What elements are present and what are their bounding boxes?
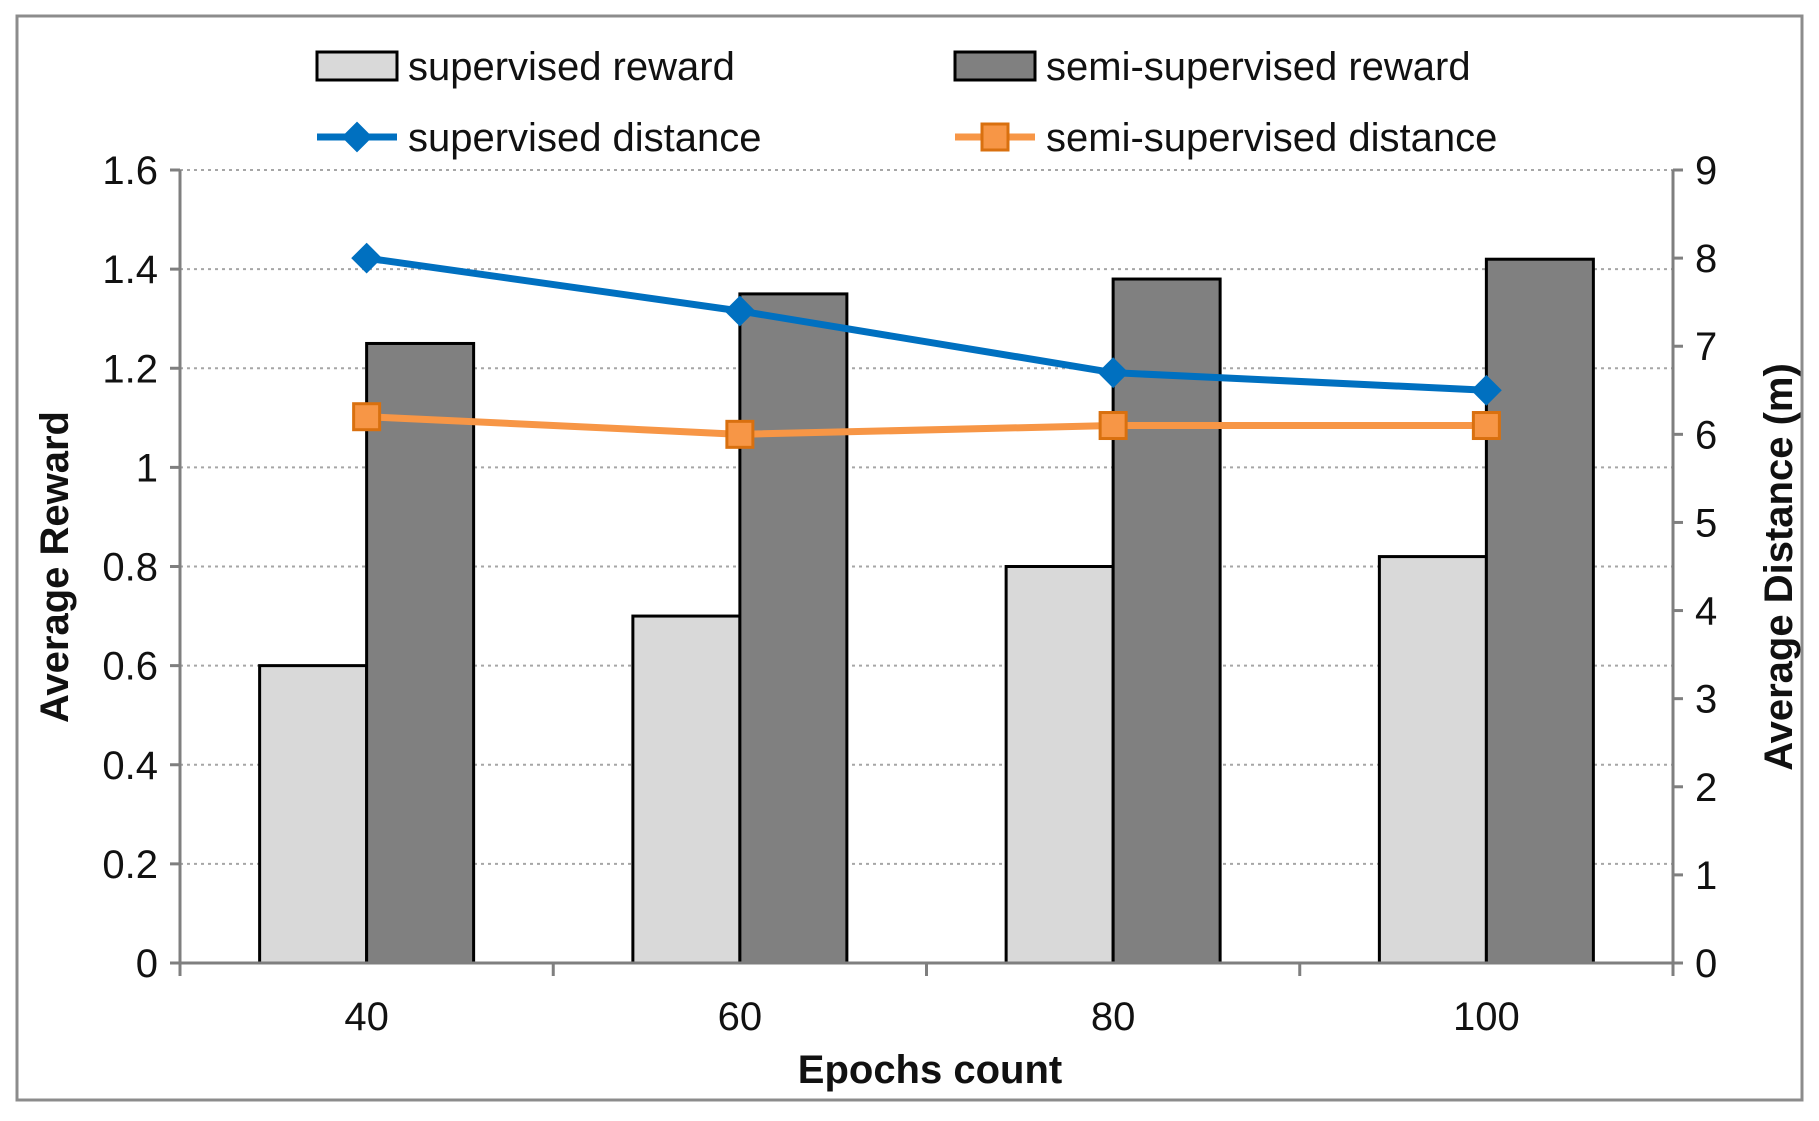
y-tick-label: 0.6 (102, 645, 158, 689)
y-tick-label: 0.2 (102, 843, 158, 887)
y2-tick-label: 8 (1695, 237, 1717, 281)
square-marker (725, 419, 755, 449)
bar (365, 341, 476, 965)
legend-square-marker (980, 122, 1010, 152)
series-line (366, 413, 1487, 438)
x-tick-label: 60 (718, 995, 763, 1039)
legend-swatch (953, 50, 1037, 82)
y2-tick-label: 3 (1695, 678, 1717, 722)
x-tick-label: 100 (1453, 995, 1520, 1039)
legend: supervised reward semi-supervised reward s… (315, 45, 1497, 160)
x-tick-label: 80 (1091, 995, 1136, 1039)
diamond-marker (351, 242, 383, 274)
bar (1004, 565, 1115, 965)
series-line (366, 254, 1487, 394)
y2-tick-label: 6 (1695, 413, 1717, 457)
y2-axis-title: Average Distance (m) (1757, 363, 1801, 771)
y-tick-label: 1.4 (102, 248, 158, 292)
diamond-marker (1097, 357, 1129, 389)
diamond-marker (1470, 374, 1502, 406)
y-tick-label: 1.2 (102, 347, 158, 391)
square-marker (1471, 411, 1501, 441)
y-tick-label: 0.8 (102, 546, 158, 590)
bars (258, 257, 1595, 965)
x-tick-label: 40 (344, 995, 389, 1039)
y2-tick-label: 4 (1695, 590, 1717, 634)
legend-label: supervised distance (408, 116, 762, 160)
axes: 0 0.2 0.4 0.6 0.8 1 1.2 1.4 1.6 0 1 2 3 4 5 6 7 8 9 40 60 80 1… (102, 149, 1717, 1039)
y2-tick-label: 0 (1695, 942, 1717, 986)
y2-tick-label: 1 (1695, 854, 1717, 898)
bar (631, 614, 742, 965)
y2-tick-label: 9 (1695, 149, 1717, 193)
y-tick-label: 1.6 (102, 149, 158, 193)
y2-tick-label: 7 (1695, 325, 1717, 369)
diamond-marker (724, 295, 756, 327)
bar (1377, 555, 1488, 965)
y-axis-title: Average Reward (33, 411, 77, 723)
square-marker (1098, 411, 1128, 441)
lines (351, 242, 1502, 449)
y-tick-label: 1 (136, 446, 158, 490)
bar (1111, 277, 1222, 965)
y-tick-label: 0 (136, 942, 158, 986)
y2-tick-label: 5 (1695, 501, 1717, 545)
bar (1484, 257, 1595, 965)
square-marker (352, 402, 382, 432)
legend-label: supervised reward (408, 45, 735, 89)
y-tick-label: 0.4 (102, 744, 158, 788)
legend-label: semi-supervised reward (1046, 45, 1471, 89)
y2-tick-label: 2 (1695, 766, 1717, 810)
x-axis-title: Epochs count (798, 1048, 1062, 1092)
bar (738, 292, 849, 965)
legend-diamond-marker (341, 121, 373, 153)
bar (258, 664, 369, 965)
legend-label: semi-supervised distance (1046, 116, 1497, 160)
legend-swatch (315, 50, 399, 82)
